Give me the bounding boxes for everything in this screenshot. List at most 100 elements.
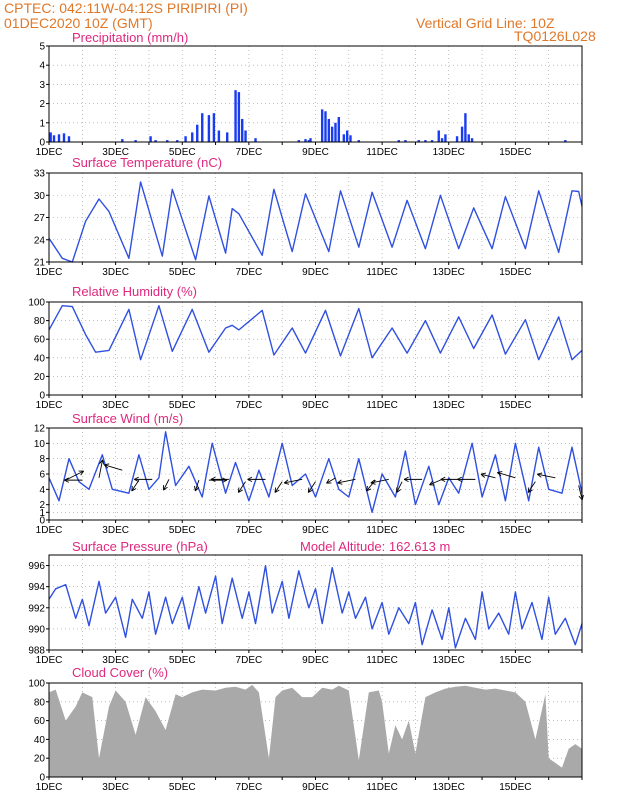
wind-vector-head [134,476,139,483]
wind-vector [98,459,104,478]
wind-xtick-label: 3DEC [102,525,129,536]
precip-bar [67,136,71,142]
wind-xtick-label: 11DEC [366,525,398,536]
wind-ytick-label: 6 [39,470,45,481]
precip-bar [52,135,56,142]
wind-ytick-label: 10 [34,439,46,450]
temp-ytick-label: 27 [34,213,46,224]
wind-vector-head [403,476,409,483]
wind-vector [337,478,356,484]
wind-vector [429,478,443,486]
precip-bar [226,132,229,142]
cloud-xtick-label: 1DEC [36,782,63,793]
cloud-ytick-label: 0 [39,773,45,784]
wind-vector-head [537,472,543,478]
temp-xtick-label: 13DEC [433,267,465,278]
temp-title: Surface Temperature (nC) [72,155,223,170]
precip-xtick-label: 9DEC [302,147,329,158]
precip-xtick-label: 1DEC [36,147,63,158]
precip-bar [357,140,361,142]
pres-xtick-label: 9DEC [302,655,329,666]
precip-bar [234,90,237,142]
pres-xtick-label: 1DEC [36,655,63,666]
precip-bar [154,140,157,142]
precip-bar [149,136,152,142]
wind-vector [284,478,303,484]
precip-bar [196,124,199,142]
wind-vector [326,477,336,484]
pres-xtick-label: 15DEC [499,655,531,666]
pres-altitude: Model Altitude: 162.613 m [300,539,451,554]
wind-vector-head [480,472,486,478]
temp-xtick-label: 5DEC [169,267,196,278]
cloud-area [49,684,582,777]
temp-ytick-label: 30 [34,191,46,202]
precip-bar [460,126,464,142]
pres-ytick-label: 990 [28,624,45,635]
precip-bar [467,134,470,142]
precip-xtick-label: 13DEC [433,147,465,158]
wind-vector-head [247,476,253,483]
wind-ytick-label: 1 [39,508,45,519]
pres-ytick-label: 992 [28,603,45,614]
wind-vector-head [326,478,332,484]
wind-vector-head [237,487,243,493]
wind-series-line [48,431,583,513]
wind-vector-head [194,485,200,492]
wind-ytick-label: 2 [39,500,45,511]
precip-bar [455,136,459,142]
precip-bar [121,139,124,142]
precip-bar [237,92,241,142]
precip-bar [176,140,179,142]
cloud-xtick-label: 9DEC [302,782,329,793]
rh-xtick-label: 1DEC [36,400,63,411]
pres-ytick-label: 994 [28,582,45,593]
cloud-plot-frame [48,682,583,778]
wind-xtick-label: 13DEC [433,525,465,536]
temp-ytick-label: 21 [34,258,46,269]
precip-title: Precipitation (mm/h) [72,30,189,45]
wind-vector [194,479,200,492]
precip-bar [304,139,307,142]
precip-ytick-label: 0 [39,138,45,149]
wind-vector [65,470,84,481]
rh-xtick-label: 3DEC [102,400,129,411]
wind-plot-frame [48,427,583,521]
precip-xtick-label: 11DEC [366,147,398,158]
wind-vector [274,481,283,493]
temp-xtick-label: 7DEC [236,267,263,278]
precip-bar [207,115,211,142]
pres-xtick-label: 11DEC [366,655,398,666]
wind-vector-head [366,485,372,492]
wind-title: Surface Wind (m/s) [72,411,184,426]
precip-bar [334,122,337,142]
cloud-ytick-label: 20 [34,754,46,765]
header-station: CPTEC: 042:11W-04:12S PIRIPIRI (PI) [4,0,248,16]
wind-xtick-label: 15DEC [499,525,531,536]
wind-vector-head [527,487,533,493]
rh-title: Relative Humidity (%) [72,284,197,299]
temp-series-line [48,181,583,263]
pres-series-line [48,564,583,649]
wind-vector [131,479,140,492]
rh-ytick-label: 40 [34,353,46,364]
cloud-xtick-label: 11DEC [366,782,398,793]
header-grid-line: Vertical Grid Line: 10Z [416,15,555,31]
wind-vector-head [78,470,85,476]
wind-vector [537,473,556,479]
cloud-ytick-label: 100 [28,679,45,690]
precip-xtick-label: 3DEC [102,147,129,158]
wind-ytick-label: 0 [39,516,45,527]
wind-vector-head [283,479,290,485]
precip-bar [464,113,467,142]
wind-vector-head [497,471,503,477]
wind-vector-head [370,479,376,485]
precip-bar [327,118,331,142]
precip-bar [345,130,349,142]
wind-vector-head [337,479,343,485]
precip-bar [212,113,216,142]
rh-series-line [48,305,583,361]
precip-bar [244,130,247,142]
temp-xtick-label: 11DEC [366,267,398,278]
